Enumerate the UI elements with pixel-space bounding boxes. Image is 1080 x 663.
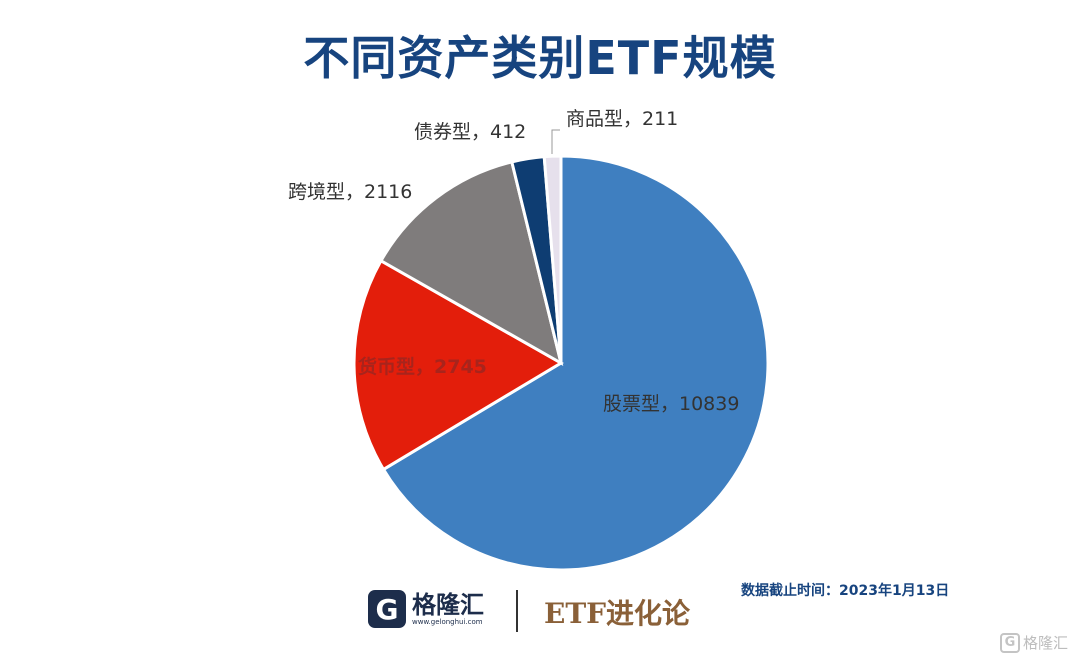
slice-bond-data-label: 债券型，412 (414, 121, 526, 143)
data-cutoff-note: 数据截止时间：2023年1月13日 (741, 583, 950, 599)
slice-commodity-data-label: 商品型，211 (566, 108, 678, 130)
slice-stock-data-label: 股票型，10839 (603, 393, 739, 415)
slice-money-pie-slice (352, 258, 564, 472)
slice-stock-pie-slice (381, 154, 770, 572)
gelonghui-logo: G 格隆汇 www.gelonghui.com (368, 590, 484, 628)
logo-name: 格隆汇 (412, 590, 484, 619)
brand-name: ETF进化论 (544, 597, 691, 630)
slice-money-data-label: 货币型，2745 (358, 355, 487, 378)
footer-divider (516, 590, 518, 632)
chart-title: 不同资产类别ETF规模 (303, 31, 777, 85)
logo-url: www.gelonghui.com (412, 617, 483, 626)
watermark-text: 格隆汇 (1022, 634, 1068, 652)
commodity-leader-line (551, 129, 560, 154)
slice-cross-pie-slice (378, 160, 564, 367)
slice-cross-data-label: 跨境型，2116 (288, 181, 412, 203)
slice-commodity-pie-slice (542, 154, 563, 364)
watermark: G 格隆汇 (999, 632, 1068, 653)
gelonghui-g-icon: G (368, 590, 406, 628)
watermark-g-icon: G (999, 632, 1020, 653)
